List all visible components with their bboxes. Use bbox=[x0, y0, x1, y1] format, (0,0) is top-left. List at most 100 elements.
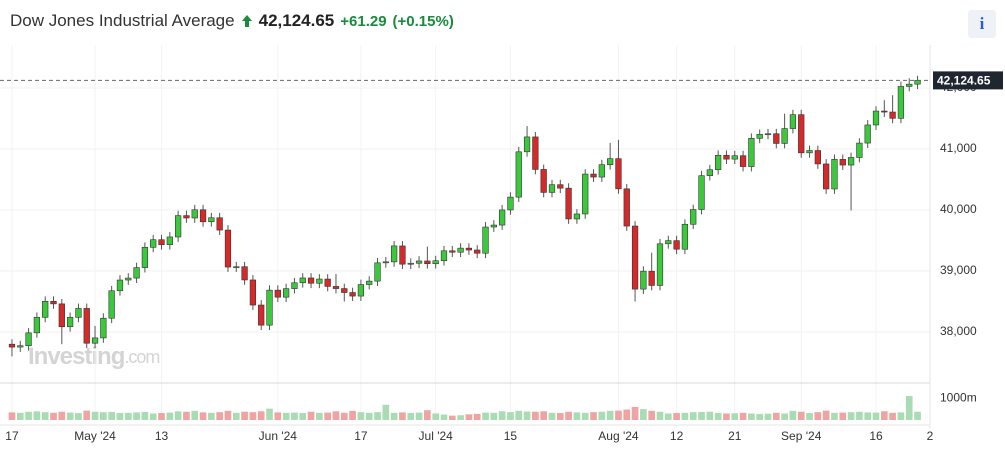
candle-body bbox=[540, 169, 547, 193]
candle-body bbox=[690, 209, 697, 225]
volume-bar bbox=[448, 415, 456, 420]
volume-bar bbox=[880, 411, 888, 420]
volume-bar bbox=[490, 412, 498, 420]
candle-body bbox=[183, 215, 190, 219]
candle-body bbox=[515, 151, 522, 198]
volume-bar bbox=[83, 410, 91, 420]
candle-body bbox=[507, 196, 514, 211]
volume-bar bbox=[689, 412, 697, 420]
candle-body bbox=[399, 245, 406, 265]
volume-bar bbox=[714, 413, 722, 420]
y-tick-label: 39,000 bbox=[940, 263, 977, 277]
volume-bar bbox=[124, 412, 132, 420]
volume-bar bbox=[41, 412, 49, 420]
x-tick-label: Jun '24 bbox=[259, 429, 298, 443]
volume-bar bbox=[664, 413, 672, 420]
candle-body bbox=[166, 236, 173, 245]
volume-bar bbox=[615, 410, 622, 420]
volume-bar bbox=[299, 413, 307, 420]
candle-body bbox=[216, 217, 223, 231]
volume-bar bbox=[681, 412, 689, 420]
y-tick-label: 38,000 bbox=[940, 324, 977, 338]
volume-bar bbox=[66, 412, 74, 420]
candle-body bbox=[366, 280, 373, 285]
volume-bar bbox=[565, 411, 572, 420]
volume-bar bbox=[631, 406, 639, 420]
volume-bar bbox=[16, 412, 24, 420]
y-tick-label: 41,000 bbox=[940, 141, 977, 155]
x-tick-label: 15 bbox=[504, 429, 518, 443]
candle-body bbox=[141, 247, 149, 268]
candle-body bbox=[872, 110, 880, 126]
candle-body bbox=[465, 247, 473, 251]
volume-bar bbox=[748, 413, 755, 420]
candle-body bbox=[615, 158, 622, 190]
candle-body bbox=[532, 136, 539, 170]
candle-body bbox=[889, 111, 896, 119]
volume-bar bbox=[399, 412, 406, 420]
candle-body bbox=[607, 158, 614, 165]
candle-body bbox=[316, 278, 323, 284]
volume-bar bbox=[764, 413, 772, 420]
last-price: 42,124.65 bbox=[258, 11, 335, 30]
candle-body bbox=[756, 134, 763, 139]
volume-bar bbox=[556, 413, 564, 420]
volume-bar bbox=[183, 411, 190, 420]
candle-body bbox=[108, 290, 115, 319]
candle-body bbox=[457, 247, 464, 253]
x-tick-label: Jul '24 bbox=[419, 429, 454, 443]
candle-body bbox=[150, 239, 157, 248]
volume-bar bbox=[465, 414, 473, 420]
candle-body bbox=[407, 262, 414, 265]
candle-body bbox=[490, 224, 497, 228]
candle-body bbox=[474, 249, 481, 254]
candle-body bbox=[665, 240, 672, 245]
volume-bar bbox=[58, 411, 66, 420]
volume-bar bbox=[340, 412, 348, 420]
volume-bar bbox=[365, 412, 373, 420]
volume-bar bbox=[897, 412, 905, 420]
volume-bar bbox=[307, 411, 315, 420]
candle-body bbox=[324, 278, 331, 287]
volume-bar bbox=[357, 412, 365, 420]
volume-bar bbox=[540, 411, 548, 420]
candle-body bbox=[17, 345, 24, 348]
last-price-label: 42,124.65 bbox=[937, 74, 991, 88]
candle-body bbox=[25, 332, 32, 347]
volume-bar bbox=[249, 412, 257, 420]
candle-body bbox=[307, 277, 315, 284]
volume-bar bbox=[141, 411, 149, 420]
candle-body bbox=[881, 110, 888, 113]
candle-body bbox=[623, 188, 630, 227]
candle-body bbox=[91, 337, 99, 344]
candle-body bbox=[856, 142, 863, 158]
header: Dow Jones Industrial Average 42,124.65 +… bbox=[10, 8, 454, 34]
candle-body bbox=[731, 155, 738, 160]
volume-bar bbox=[864, 412, 872, 420]
volume-bar bbox=[606, 410, 614, 420]
volume-bar bbox=[232, 412, 240, 420]
volume-bar bbox=[548, 412, 556, 420]
volume-bar bbox=[407, 413, 415, 420]
volume-bar bbox=[573, 412, 581, 420]
volume-bar bbox=[432, 413, 439, 420]
volume-bar bbox=[507, 412, 514, 420]
volume-bar bbox=[648, 410, 656, 420]
volume-bar bbox=[498, 411, 506, 420]
x-tick-label: 16 bbox=[869, 429, 883, 443]
info-button[interactable]: i bbox=[968, 10, 996, 38]
volume-bar bbox=[731, 413, 739, 420]
candle-body bbox=[764, 133, 772, 136]
volume-bar bbox=[789, 410, 797, 420]
candle-body bbox=[557, 184, 564, 189]
candle-body bbox=[100, 317, 107, 339]
x-tick-label: 21 bbox=[728, 429, 742, 443]
volume-bar bbox=[673, 413, 680, 420]
candle-body bbox=[341, 288, 348, 293]
candle-body bbox=[66, 317, 74, 328]
volume-bar bbox=[133, 412, 140, 420]
candle-body bbox=[864, 124, 871, 144]
candle-body bbox=[83, 308, 90, 344]
volume-bar bbox=[390, 412, 398, 420]
